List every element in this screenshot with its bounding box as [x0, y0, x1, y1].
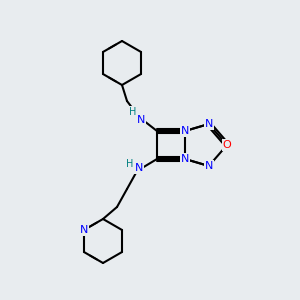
Text: H: H [129, 107, 137, 117]
Text: N: N [135, 163, 143, 173]
Text: N: N [205, 119, 213, 129]
Text: O: O [223, 140, 231, 150]
Text: N: N [181, 126, 189, 136]
Text: N: N [205, 161, 213, 171]
Text: N: N [80, 225, 88, 235]
Text: N: N [137, 115, 145, 125]
Text: H: H [126, 159, 134, 169]
Text: N: N [181, 154, 189, 164]
